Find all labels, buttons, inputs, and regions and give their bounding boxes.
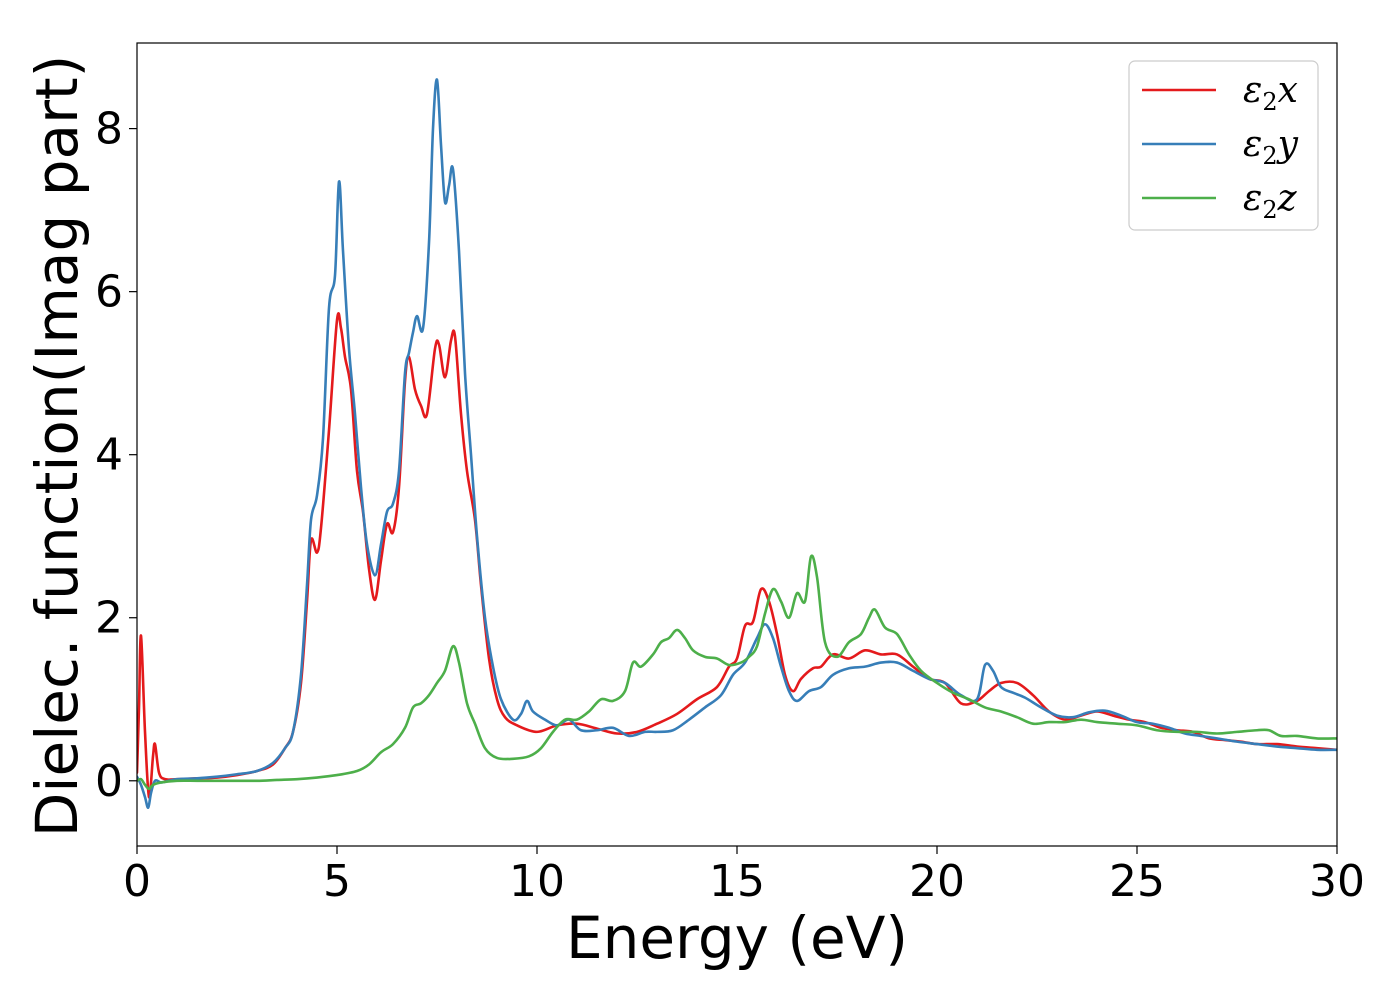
x-tick-label: 20 [909,856,965,907]
series-layer [137,78,1337,809]
x-axis: 0 5 10 15 20 25 30 [123,846,1365,907]
legend-label-y: ε2y [1243,124,1299,170]
x-tick-label: 15 [709,856,765,907]
x-tick-label: 25 [1109,856,1165,907]
y-tick-label: 4 [95,430,123,481]
x-axis-title: Energy (eV) [566,904,908,972]
y-tick-label: 8 [95,104,123,155]
legend-label-x: ε2x [1243,70,1298,116]
y-tick-label: 6 [95,267,123,318]
series-line-y [137,78,1337,809]
x-tick-label: 0 [123,856,151,907]
x-tick-label: 10 [509,856,565,907]
legend-box [1128,60,1319,231]
series-line-z [137,554,1337,791]
y-axis-title: Dielec. function(Imag part) [23,55,91,838]
legend-label-z: ε2z [1243,178,1298,224]
y-tick-label: 2 [95,593,123,644]
x-tick-label: 30 [1309,856,1365,907]
y-axis: 0 2 4 6 8 [95,104,137,807]
x-tick-label: 5 [323,856,351,907]
legend: ε2x ε2y ε2z [1128,60,1319,231]
y-tick-label: 0 [95,756,123,807]
